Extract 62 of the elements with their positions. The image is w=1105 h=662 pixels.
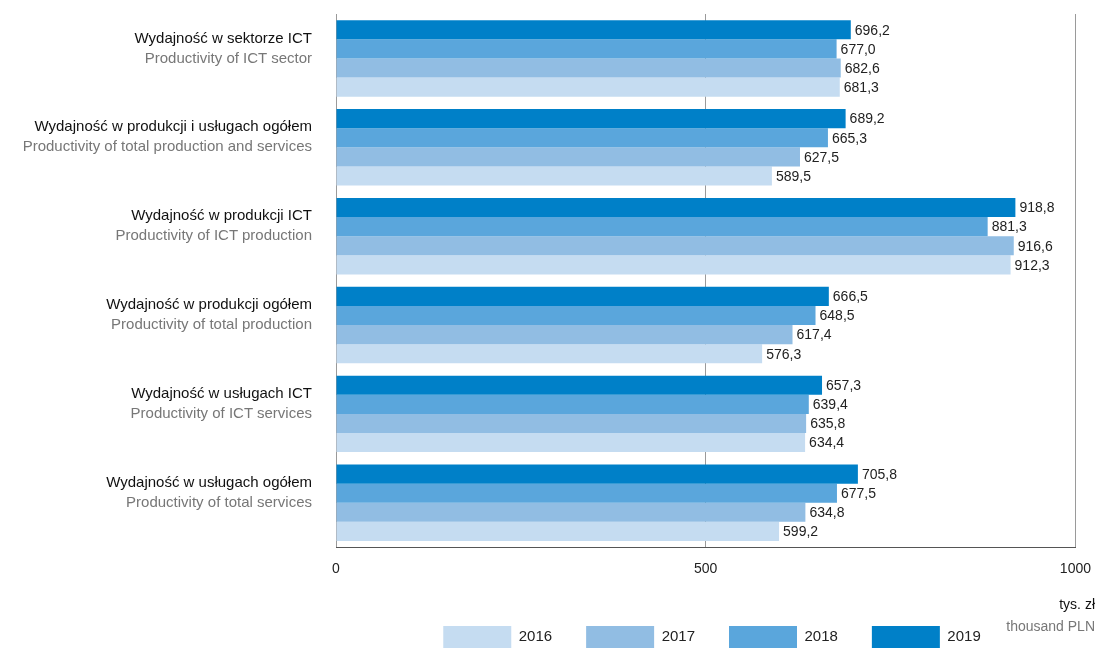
bar	[336, 325, 793, 345]
data-label: 576,3	[766, 345, 802, 362]
bar	[336, 77, 840, 97]
bar	[336, 128, 828, 148]
bar	[336, 20, 851, 40]
bar	[336, 255, 1011, 275]
bar	[336, 394, 809, 414]
bar	[336, 483, 837, 503]
data-label: 589,5	[775, 167, 812, 184]
x-tick-label: 1000	[1059, 560, 1092, 577]
data-label: 635,8	[810, 415, 846, 432]
bar	[336, 217, 988, 237]
y-tick-label: Wydajność w produkcji ogółem Productivity of total production	[106, 295, 312, 333]
bar	[336, 236, 1014, 256]
legend-label: 2017	[661, 627, 696, 645]
y-tick-label: Wydajność w produkcji ICT Productivity of ICT production	[115, 206, 312, 244]
bar	[336, 305, 816, 326]
data-label: 918,8	[1019, 199, 1055, 216]
bar	[336, 166, 772, 186]
data-label: 627,5	[803, 148, 840, 165]
data-label: 634,4	[809, 434, 845, 451]
bar	[336, 413, 807, 434]
data-label: 677,0	[840, 40, 876, 57]
data-label: 881,3	[991, 218, 1027, 235]
data-label: 916,6	[1017, 237, 1054, 254]
bar	[336, 109, 846, 129]
data-label: 689,2	[849, 110, 885, 127]
bar	[336, 375, 823, 395]
data-label: 681,3	[843, 78, 880, 95]
data-label: 677,5	[840, 485, 877, 502]
data-label: 639,4	[812, 396, 849, 413]
bar	[336, 521, 780, 541]
data-label: 696,2	[854, 21, 891, 38]
data-label: 648,5	[819, 307, 855, 324]
y-tick-label: Wydajność w produkcji i usługach ogółem Productivity of total production and services	[22, 117, 312, 155]
bar	[336, 502, 806, 522]
y-tick-label: Wydajność w sektorze ICT Productivity of ICT sector	[134, 28, 312, 66]
data-label: 617,4	[796, 326, 832, 343]
legend-label: 2018	[804, 627, 838, 645]
data-label: 912,3	[1014, 256, 1050, 273]
data-label: 665,3	[831, 129, 868, 146]
data-label: 657,3	[826, 377, 862, 394]
legend-label: 2019	[947, 627, 981, 645]
bar	[336, 344, 763, 364]
bar	[336, 197, 1016, 218]
data-label: 682,6	[844, 59, 880, 76]
y-tick-label: Wydajność w usługach ICT Productivity of ICT services	[130, 384, 312, 422]
x-tick-label: 0	[332, 560, 341, 577]
data-label: 634,8	[809, 504, 845, 521]
bar	[336, 286, 829, 306]
y-tick-label: Wydajność w usługach ogółem Productivity of total services	[106, 472, 312, 510]
bar	[336, 464, 858, 484]
data-label: 705,8	[861, 465, 898, 482]
data-label: 599,2	[783, 523, 819, 540]
x-tick-label: 500	[694, 560, 718, 577]
x-axis-title: tys. zł thousand PLN	[1006, 596, 1096, 635]
bar	[336, 58, 841, 78]
bar	[336, 433, 806, 453]
legend-label: 2016	[518, 627, 553, 645]
bar	[336, 39, 837, 59]
data-label: 666,5	[832, 288, 869, 305]
bar	[336, 147, 800, 167]
